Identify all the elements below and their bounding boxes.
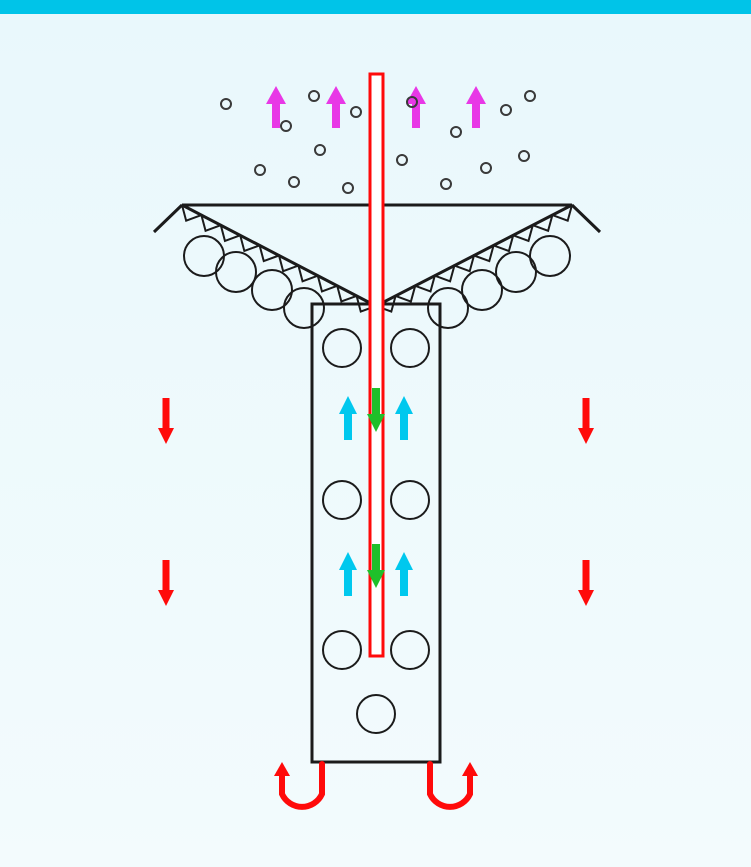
spray-bubble [289, 177, 299, 187]
magenta-arrow-up [466, 86, 486, 128]
spray-bubble [451, 127, 461, 137]
red-arrow-down [578, 398, 594, 444]
red-arrow-down [158, 560, 174, 606]
spray-bubble [481, 163, 491, 173]
spray-bubble [315, 145, 325, 155]
funnel-bubble [252, 270, 292, 310]
cyan-arrow-up [339, 552, 357, 596]
spray-bubble [441, 179, 451, 189]
funnel-bubble [216, 252, 256, 292]
spray-bubble [397, 155, 407, 165]
spray-bubble [343, 183, 353, 193]
funnel-bubble [530, 236, 570, 276]
red-uturn-right [430, 762, 478, 807]
spray-bubble [221, 99, 231, 109]
cyan-arrow-up [395, 552, 413, 596]
spray-bubble [519, 151, 529, 161]
diagram-svg [0, 0, 751, 867]
red-arrow-down [578, 560, 594, 606]
magenta-arrow-up [326, 86, 346, 128]
column-bubble [357, 695, 395, 733]
spray-bubble [309, 91, 319, 101]
column-bubble [323, 481, 361, 519]
column-bubble [391, 481, 429, 519]
cyan-arrow-up [395, 396, 413, 440]
column-bubble [391, 631, 429, 669]
spray-bubble [281, 121, 291, 131]
red-arrow-down [158, 398, 174, 444]
spray-bubble [525, 91, 535, 101]
red-uturn-left [274, 762, 322, 807]
funnel-bubble [284, 288, 324, 328]
funnel-wing-left [154, 205, 182, 232]
column-bubble [391, 329, 429, 367]
diagram-page [0, 0, 751, 867]
funnel-wing-right [572, 205, 600, 232]
spray-bubble [255, 165, 265, 175]
funnel-bubble [184, 236, 224, 276]
spray-bubble [501, 105, 511, 115]
spray-bubble [351, 107, 361, 117]
column-bubble [323, 631, 361, 669]
column-bubble [323, 329, 361, 367]
cyan-arrow-up [339, 396, 357, 440]
